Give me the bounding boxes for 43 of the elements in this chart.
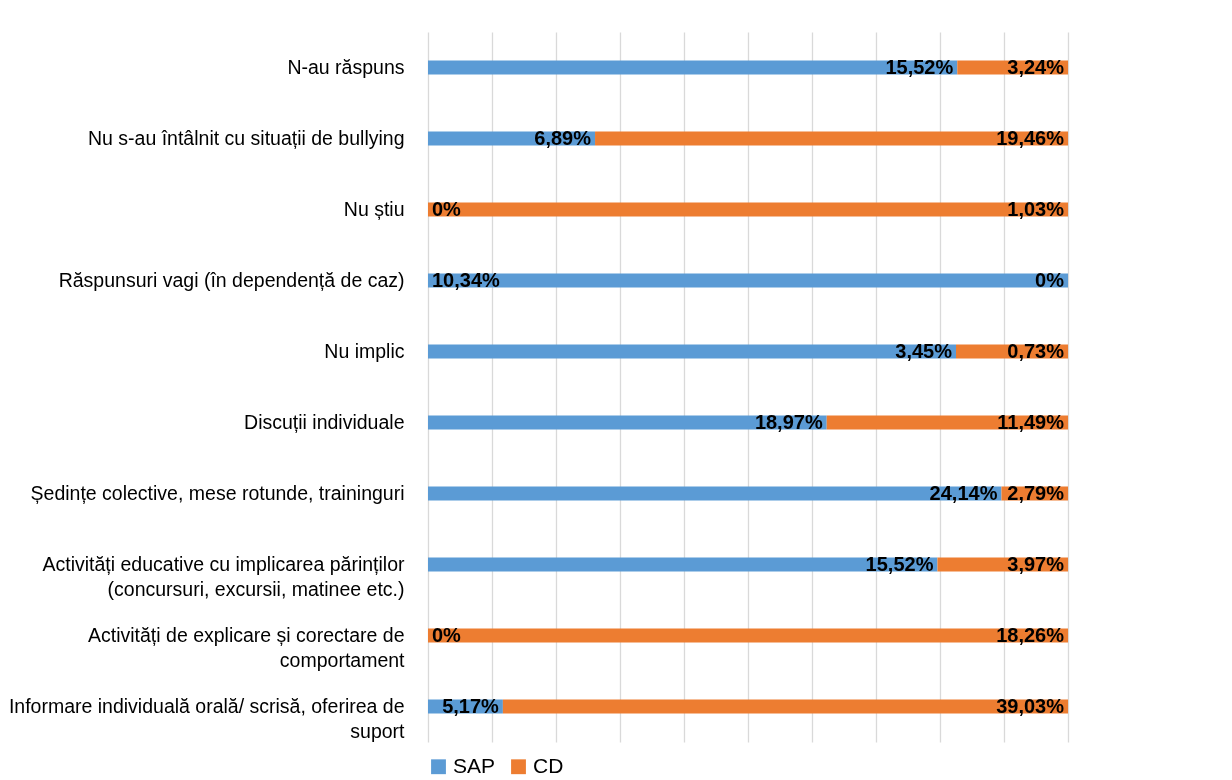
annotation: 19,46% (996, 126, 1065, 149)
annotation: 3,45% (895, 339, 953, 362)
bar (428, 60, 958, 75)
annotation: 18,97% (754, 410, 823, 433)
annotation: 18,26% (996, 623, 1065, 646)
y-tick-label: Discuții individuale (244, 410, 405, 433)
annotation: 2,79% (1007, 481, 1065, 504)
annotation: 3,24% (1007, 55, 1065, 78)
y-tick-label: Nu s-au întâlnit cu situații de bullying (87, 126, 405, 149)
annotation: 0% (432, 197, 462, 220)
bar (428, 202, 1068, 217)
legend-label: CD (533, 753, 564, 777)
annotation: 11,49% (997, 410, 1065, 433)
y-tick-label: Activități educative cu implicarea părinților (concursuri, excursii, matinee etc.) (42, 552, 405, 600)
annotation: 15,52% (865, 552, 934, 575)
y-tick-label: N-au răspuns (287, 55, 405, 78)
bar (428, 628, 1068, 643)
annotation: 10,34% (432, 268, 501, 291)
annotation: 5,17% (442, 694, 500, 717)
y-tick-label: Ședințe colective, mese rotunde, traininguri (30, 481, 405, 504)
bar (595, 131, 1068, 146)
annotation: 15,52% (885, 55, 954, 78)
bar (826, 415, 1068, 430)
annotation: 6,89% (534, 126, 592, 149)
bar (428, 273, 1068, 288)
bar (428, 557, 938, 572)
annotation: 39,03% (996, 694, 1065, 717)
annotation: 1,03% (1007, 197, 1065, 220)
y-tick-label: Nu implic (324, 339, 405, 362)
annotation: 0% (1035, 268, 1065, 291)
annotation: 24,14% (929, 481, 998, 504)
y-tick-label: Nu știu (343, 197, 405, 220)
legend-label: SAP (453, 753, 496, 777)
y-tick-label: Activități de explicare și corectare de comportament (88, 623, 406, 671)
annotation: 0% (432, 623, 462, 646)
bar (428, 415, 827, 430)
y-tick-label: Răspunsuri vagi (în dependență de caz) (58, 268, 405, 291)
annotation: 3,97% (1007, 552, 1065, 575)
bar (428, 486, 1002, 501)
bar (502, 699, 1068, 714)
y-tick-label: Informare individuală orală/ scrisă, oferirea de suport (8, 694, 406, 742)
annotation: 0,73% (1007, 339, 1065, 362)
bar (428, 344, 956, 359)
